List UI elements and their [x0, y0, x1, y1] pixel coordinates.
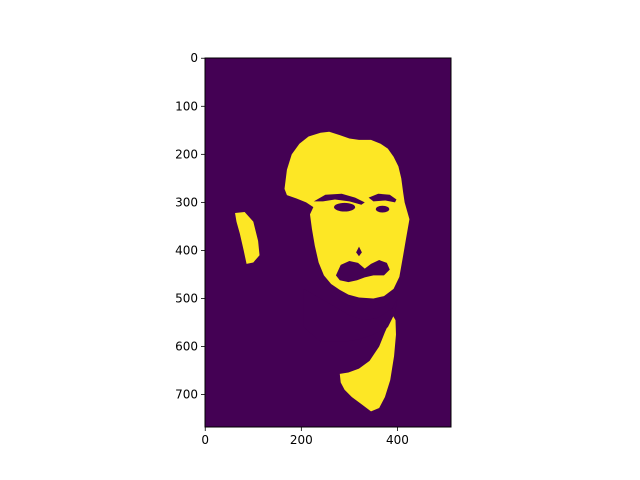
ear-region	[235, 211, 260, 264]
y-tick-label: 700	[175, 388, 198, 402]
y-tick-label: 400	[175, 243, 198, 257]
y-tick-label: 500	[175, 291, 198, 305]
right-eyebrow	[313, 193, 365, 205]
nose-shadow	[356, 246, 362, 257]
right-eye	[334, 202, 356, 212]
y-tick-label: 0	[190, 51, 198, 65]
face-region	[284, 131, 410, 299]
y-tick-label: 100	[175, 99, 198, 113]
y-tick-label: 200	[175, 147, 198, 161]
x-tick-label: 400	[386, 433, 409, 447]
y-tick-label: 300	[175, 195, 198, 209]
heatmap-image	[235, 131, 410, 412]
neck-region	[339, 315, 396, 412]
y-axis: 0 100 200 300 400 500 600 700	[175, 51, 205, 402]
moustache	[335, 260, 390, 283]
left-eyebrow	[368, 193, 397, 203]
left-eye	[375, 205, 390, 213]
y-tick-label: 600	[175, 340, 198, 354]
x-axis: 0 200 400	[201, 427, 409, 447]
x-tick-label: 200	[290, 433, 313, 447]
beard-shadow	[303, 288, 398, 342]
x-tick-label: 0	[201, 433, 209, 447]
plot-frame	[204, 57, 452, 428]
